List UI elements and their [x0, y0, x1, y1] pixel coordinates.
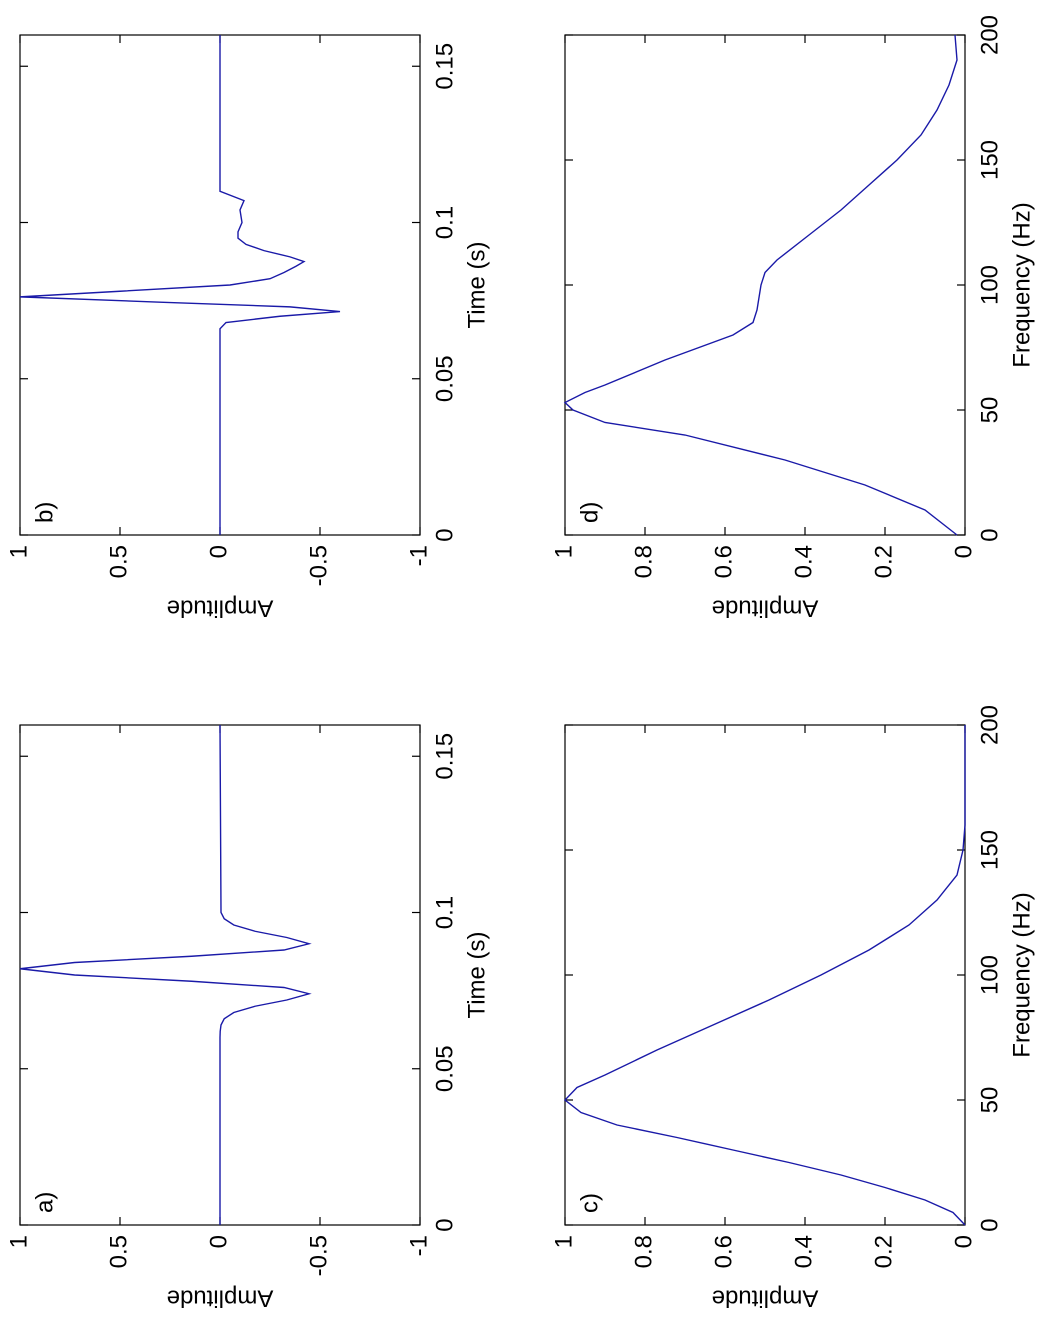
y-tick-label: 0.6 [710, 1235, 737, 1268]
x-tick-label: 0.15 [431, 43, 458, 90]
y-tick-label: 0.2 [870, 545, 897, 578]
y-axis-label: Amplitude [712, 595, 819, 622]
y-tick-label: -0.5 [305, 1235, 332, 1276]
x-axis-label: Time (s) [463, 931, 490, 1018]
x-axis-label: Frequency (Hz) [1008, 202, 1035, 367]
y-axis-label: Amplitude [712, 1285, 819, 1312]
x-tick-label: 0.1 [431, 206, 458, 239]
subplot: 0 0.05 0.1 0.15 -1 -0.5 0 0.5 1 Time (s) Amplitude… [5, 724, 490, 1312]
rotated-figure: 0 0.05 0.1 0.15 -1 -0.5 0 0.5 1 Time (s) Amplitude… [5, 15, 1035, 1312]
y-tick-label: 0 [950, 1235, 977, 1248]
y-tick-label: 0.8 [630, 545, 657, 578]
y-tick-label: 0.6 [710, 545, 737, 578]
y-tick-label: 0.4 [790, 545, 817, 578]
y-tick-label: 1 [5, 545, 32, 558]
subplot: 0 0.05 0.1 0.15 -1 -0.5 0 0.5 1 Time (s) Amplitude… [5, 34, 490, 622]
subplot: 0 50 100 150 200 0 0.2 0.4 0.6 0.8 1 Frequency (Hz)… [550, 15, 1035, 622]
x-tick-label: 0.15 [431, 733, 458, 780]
y-tick-label: -1 [405, 1235, 432, 1256]
panel-label: d) [576, 502, 603, 523]
x-tick-label: 150 [976, 140, 1003, 180]
y-tick-label: 1 [550, 1235, 577, 1248]
y-tick-label: 0 [205, 1235, 232, 1248]
panel-label: b) [31, 502, 58, 523]
x-tick-label: 100 [976, 265, 1003, 305]
x-tick-label: 200 [976, 705, 1003, 745]
y-tick-label: 0.5 [105, 1235, 132, 1268]
data-line [19, 724, 312, 1225]
x-axis-label: Time (s) [463, 241, 490, 328]
data-line [563, 725, 966, 1226]
x-tick-label: 0 [431, 528, 458, 541]
panel-label: c) [576, 1193, 603, 1213]
x-tick-label: 0.05 [431, 1045, 458, 1092]
x-tick-label: 50 [976, 1087, 1003, 1114]
y-tick-label: 1 [550, 545, 577, 558]
y-tick-label: -0.5 [305, 545, 332, 586]
x-axis-label: Frequency (Hz) [1008, 892, 1035, 1057]
x-tick-label: 50 [976, 397, 1003, 424]
x-tick-label: 150 [976, 830, 1003, 870]
y-tick-label: 0.4 [790, 1235, 817, 1268]
panel-label: a) [31, 1192, 58, 1213]
y-tick-label: -1 [405, 545, 432, 566]
x-tick-label: 0 [976, 1218, 1003, 1231]
x-tick-label: 200 [976, 15, 1003, 55]
x-tick-label: 0 [976, 528, 1003, 541]
y-tick-label: 0 [950, 545, 977, 558]
x-tick-label: 0 [431, 1218, 458, 1231]
y-tick-label: 0.2 [870, 1235, 897, 1268]
subplot: 0 50 100 150 200 0 0.2 0.4 0.6 0.8 1 Frequency (Hz)… [550, 705, 1035, 1312]
plot-area [564, 724, 966, 1226]
x-tick-label: 0.1 [431, 896, 458, 929]
y-tick-label: 0.5 [105, 545, 132, 578]
y-tick-label: 0 [205, 545, 232, 558]
y-tick-label: 0.8 [630, 1235, 657, 1268]
data-line [563, 34, 958, 536]
plot-area [564, 34, 966, 536]
x-tick-label: 100 [976, 955, 1003, 995]
y-tick-label: 1 [5, 1235, 32, 1248]
data-line [19, 35, 341, 535]
y-axis-label: Amplitude [167, 1285, 274, 1312]
x-tick-label: 0.05 [431, 355, 458, 402]
y-axis-label: Amplitude [167, 595, 274, 622]
